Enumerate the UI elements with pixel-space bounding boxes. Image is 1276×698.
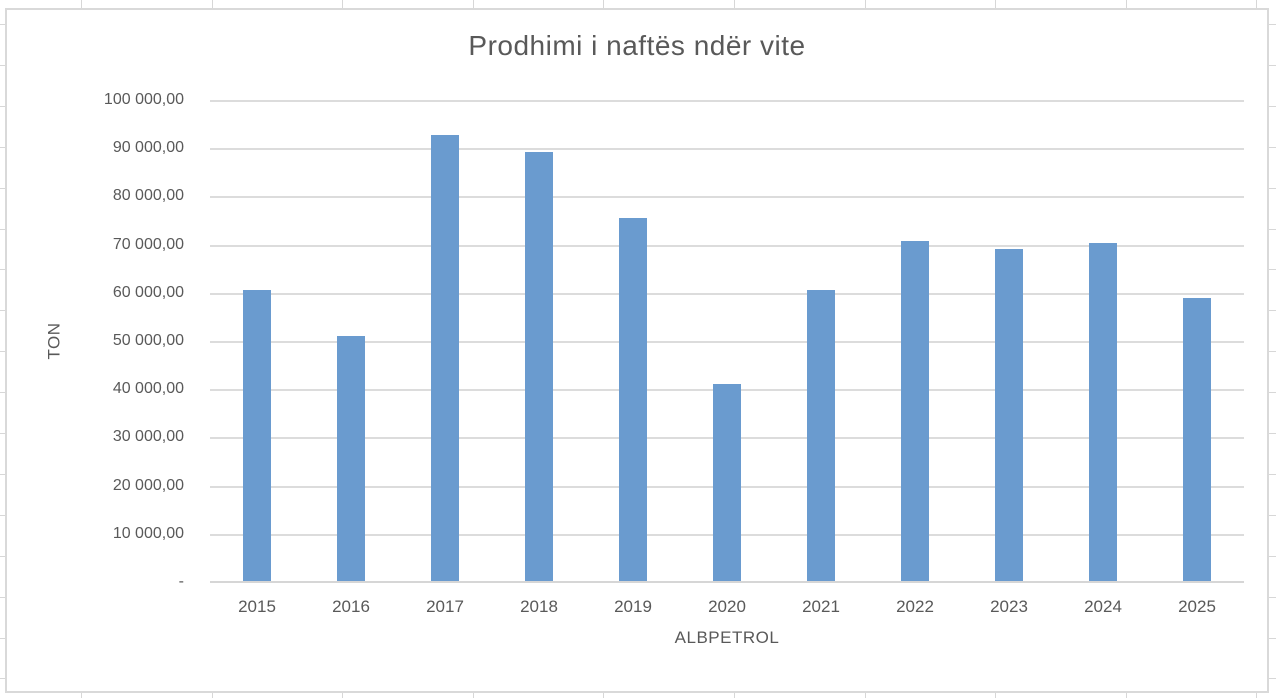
bar-2025[interactable] xyxy=(1183,297,1211,582)
chart-title: Prodhimi i naftës ndër vite xyxy=(468,30,806,61)
bar-slot-2025 xyxy=(1150,100,1244,582)
plot-area xyxy=(210,100,1244,583)
gridline xyxy=(210,196,1244,199)
y-tick-label: 90 000,00 xyxy=(112,139,184,157)
x-tick-label-2018: 2018 xyxy=(520,597,558,616)
x-tick-label-2020: 2020 xyxy=(708,597,746,616)
bar-2019[interactable] xyxy=(619,218,647,582)
y-tick-label: 10 000,00 xyxy=(112,524,184,542)
bar-2016[interactable] xyxy=(337,336,365,582)
gridline xyxy=(210,148,1244,151)
bar-2017[interactable] xyxy=(431,134,459,582)
y-axis-title-text: TON xyxy=(44,322,64,360)
x-tick-label-2023: 2023 xyxy=(990,597,1028,616)
y-tick-label: 100 000,00 xyxy=(103,91,184,108)
gridline xyxy=(210,292,1244,295)
bar-2018[interactable] xyxy=(525,152,553,582)
bar-slot-2023 xyxy=(962,100,1056,582)
bar-series xyxy=(210,100,1244,582)
bar-slot-2020 xyxy=(680,100,774,582)
x-tick-label-2021: 2021 xyxy=(802,597,840,616)
bar-slot-2022 xyxy=(868,100,962,582)
bar-slot-2019 xyxy=(586,100,680,582)
bar-slot-2016 xyxy=(304,100,398,582)
bar-slot-2015 xyxy=(210,100,304,582)
y-tick-label: 50 000,00 xyxy=(112,332,184,349)
x-tick-label-2016: 2016 xyxy=(332,597,370,616)
bar-slot-2017 xyxy=(398,100,492,582)
y-tick-label: 30 000,00 xyxy=(112,428,184,446)
x-tick-label-2025: 2025 xyxy=(1178,597,1216,616)
bar-slot-2018 xyxy=(492,100,586,582)
x-axis-line xyxy=(210,581,1244,583)
x-tick-label-2019: 2019 xyxy=(614,597,652,616)
y-axis-tick-labels: 100 000,00 90 000,00 80 000,00 70 000,00 60 … xyxy=(67,91,184,590)
gridline xyxy=(210,100,1244,102)
bar-2020[interactable] xyxy=(713,384,741,582)
x-axis-tick-labels: 2015 2016 2017 2018 2019 2020 2021 2022 2023 2024… xyxy=(210,596,1244,618)
gridline xyxy=(210,341,1244,343)
y-tick-label: 60 000,00 xyxy=(112,283,184,301)
y-tick-label: 20 000,00 xyxy=(112,476,184,494)
bar-2021[interactable] xyxy=(807,290,835,582)
x-tick-label-2015: 2015 xyxy=(238,597,276,616)
bar-2015[interactable] xyxy=(243,290,271,582)
bar-2022[interactable] xyxy=(901,241,929,582)
bar-2023[interactable] xyxy=(995,248,1023,582)
y-tick-label: 80 000,00 xyxy=(112,187,184,205)
bar-chart-object[interactable]: Prodhimi i naftës ndër vite TON 100 000,… xyxy=(5,8,1269,693)
bar-slot-2024 xyxy=(1056,100,1150,582)
y-tick-label: - xyxy=(178,573,184,590)
x-axis-title: ALBPETROL xyxy=(674,628,780,647)
y-tick-label: 70 000,00 xyxy=(112,235,184,253)
bar-slot-2021 xyxy=(774,100,868,582)
gridline xyxy=(210,244,1244,247)
bar-2024[interactable] xyxy=(1089,243,1117,582)
x-tick-label-2024: 2024 xyxy=(1084,597,1122,616)
x-tick-label-2017: 2017 xyxy=(426,597,464,616)
x-tick-label-2022: 2022 xyxy=(896,597,934,616)
y-tick-label: 40 000,00 xyxy=(112,380,184,398)
